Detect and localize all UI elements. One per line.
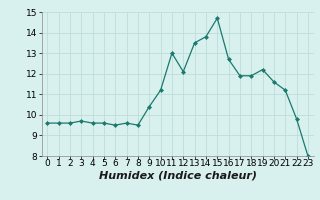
X-axis label: Humidex (Indice chaleur): Humidex (Indice chaleur) xyxy=(99,171,257,181)
